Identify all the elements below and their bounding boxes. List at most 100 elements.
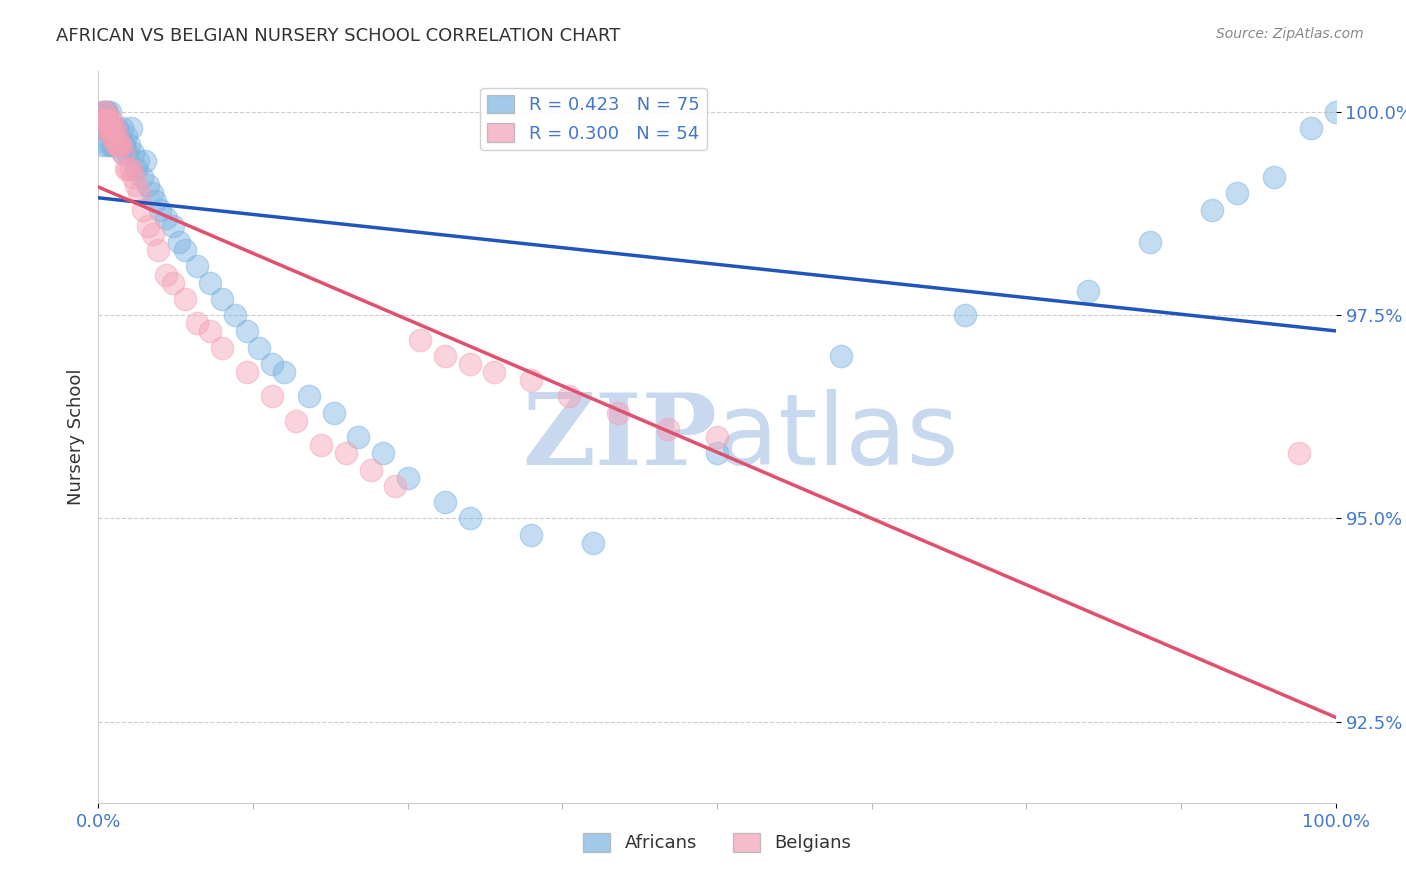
- Point: [409, 333, 432, 347]
- Point: [136, 219, 159, 233]
- Point: [830, 349, 852, 363]
- Point: [103, 121, 125, 136]
- Point: [114, 161, 136, 176]
- Point: [94, 113, 117, 128]
- Point: [1299, 121, 1322, 136]
- Point: [186, 316, 208, 330]
- Point: [953, 308, 976, 322]
- Point: [273, 365, 295, 379]
- Point: [104, 121, 127, 136]
- Point: [236, 325, 259, 339]
- Point: [98, 121, 121, 136]
- Point: [132, 202, 155, 217]
- Text: ZIP: ZIP: [522, 389, 717, 485]
- Point: [520, 373, 543, 387]
- Point: [93, 121, 115, 136]
- Point: [136, 178, 159, 193]
- Point: [1139, 235, 1161, 249]
- Point: [706, 430, 728, 444]
- Point: [96, 105, 118, 120]
- Point: [285, 414, 308, 428]
- Point: [458, 357, 481, 371]
- Point: [100, 113, 122, 128]
- Point: [371, 446, 394, 460]
- Point: [143, 194, 166, 209]
- Point: [94, 121, 117, 136]
- Point: [103, 121, 125, 136]
- Point: [101, 121, 124, 136]
- Point: [433, 349, 456, 363]
- Point: [93, 121, 115, 136]
- Point: [93, 113, 115, 128]
- Point: [149, 202, 172, 217]
- Point: [108, 129, 131, 144]
- Point: [607, 406, 630, 420]
- Point: [93, 105, 115, 120]
- Point: [105, 129, 128, 144]
- Point: [105, 129, 128, 144]
- Point: [124, 161, 146, 176]
- Legend: Africans, Belgians: Africans, Belgians: [575, 826, 859, 860]
- Point: [91, 105, 114, 120]
- Point: [104, 137, 127, 152]
- Point: [384, 479, 406, 493]
- Point: [167, 235, 190, 249]
- Point: [120, 161, 142, 176]
- Point: [107, 137, 129, 152]
- Point: [110, 137, 132, 152]
- Point: [396, 471, 419, 485]
- Point: [1324, 105, 1347, 120]
- Text: Source: ZipAtlas.com: Source: ZipAtlas.com: [1216, 27, 1364, 41]
- Point: [101, 121, 124, 136]
- Point: [127, 153, 149, 168]
- Point: [706, 446, 728, 460]
- Point: [155, 268, 177, 282]
- Point: [155, 211, 177, 225]
- Point: [100, 129, 122, 144]
- Point: [108, 137, 131, 152]
- Point: [115, 145, 138, 160]
- Point: [103, 121, 125, 136]
- Point: [97, 121, 120, 136]
- Point: [247, 341, 270, 355]
- Point: [93, 105, 115, 120]
- Point: [260, 357, 283, 371]
- Point: [162, 219, 184, 233]
- Point: [211, 341, 233, 355]
- Point: [110, 137, 132, 152]
- Point: [122, 169, 145, 184]
- Point: [1077, 284, 1099, 298]
- Point: [112, 137, 135, 152]
- Point: [1288, 446, 1310, 460]
- Point: [103, 137, 125, 152]
- Point: [97, 121, 120, 136]
- Point: [112, 145, 135, 160]
- Point: [211, 292, 233, 306]
- Point: [198, 325, 221, 339]
- Point: [174, 292, 197, 306]
- Point: [335, 446, 357, 460]
- Point: [93, 137, 115, 152]
- Point: [582, 535, 605, 549]
- Text: atlas: atlas: [717, 389, 959, 485]
- Point: [657, 422, 679, 436]
- Point: [309, 438, 332, 452]
- Point: [134, 153, 156, 168]
- Point: [100, 121, 122, 136]
- Point: [98, 105, 121, 120]
- Point: [146, 243, 169, 257]
- Point: [520, 527, 543, 541]
- Point: [322, 406, 344, 420]
- Point: [124, 178, 146, 193]
- Point: [141, 186, 163, 201]
- Point: [162, 276, 184, 290]
- Point: [101, 121, 124, 136]
- Point: [105, 121, 128, 136]
- Point: [96, 121, 118, 136]
- Point: [347, 430, 370, 444]
- Point: [97, 113, 120, 128]
- Point: [107, 137, 129, 152]
- Point: [91, 113, 114, 128]
- Point: [93, 121, 115, 136]
- Point: [557, 389, 579, 403]
